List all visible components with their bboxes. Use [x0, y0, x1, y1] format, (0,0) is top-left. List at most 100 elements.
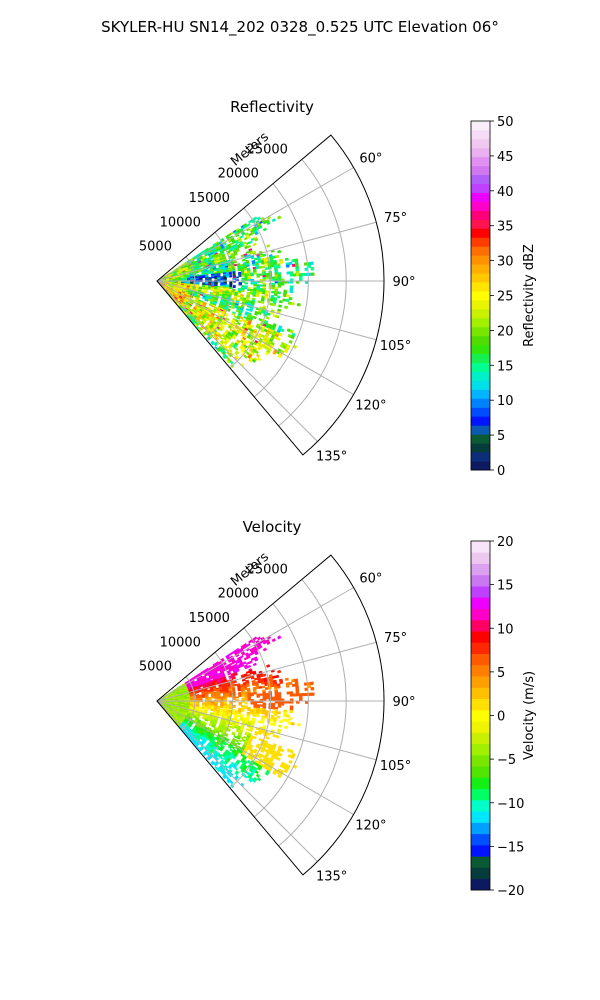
- colorbar-tick-label: 35: [497, 220, 514, 235]
- velocity-colorbar: −20 −15 −10 −5 0 5 10 15 20 Velocity (m/s): [470, 535, 537, 899]
- azimuth-gridline-120: [156, 280, 354, 395]
- colorbar-swatch: [471, 586, 490, 598]
- colorbar-swatch: [471, 246, 490, 256]
- colorbar-swatch: [471, 129, 490, 140]
- reflectivity-colorbar: 0 5 10 15 20 25 30 35 40 45 50 Reflectivity dBZ: [470, 115, 537, 479]
- sector-frame: [156, 134, 385, 456]
- colorbar-swatch: [471, 237, 490, 247]
- range-tick-label: 10000: [160, 215, 201, 230]
- colorbar-swatch: [471, 380, 490, 390]
- azimuth-tick-label: 105°: [380, 759, 411, 774]
- colorbar-swatch: [471, 156, 490, 167]
- azimuth-tick-label: 90°: [392, 275, 415, 290]
- colorbar-swatch: [471, 597, 490, 609]
- range-ring-10000: [205, 652, 234, 760]
- colorbar-swatch: [471, 362, 490, 372]
- colorbar-swatch: [471, 255, 490, 265]
- colorbar-tick-label: 0: [497, 710, 505, 725]
- range-ring-20000: [253, 183, 309, 398]
- colorbar-swatch: [471, 371, 490, 381]
- colorbar-swatch: [471, 541, 490, 553]
- azimuth-gridline-105: [156, 700, 377, 761]
- colorbar-tick-label: 20: [497, 324, 514, 339]
- range-tick-label: 10000: [160, 635, 201, 650]
- velocity-grid: [156, 554, 385, 876]
- colorbar-tick-label: −15: [497, 840, 524, 855]
- colorbar-swatch: [471, 687, 490, 700]
- colorbar-swatch: [471, 878, 490, 891]
- colorbar-swatch: [471, 344, 490, 355]
- range-ring-20000: [253, 603, 309, 818]
- colorbar-tick-label: −5: [497, 753, 516, 768]
- colorbar-swatch: [471, 721, 490, 733]
- colorbar-swatch: [471, 219, 490, 229]
- colorbar-swatch: [471, 425, 490, 435]
- colorbar-tick-label: 10: [497, 394, 514, 409]
- azimuth-gridline-135: [156, 280, 318, 442]
- colorbar-swatch: [471, 273, 490, 283]
- colorbar-swatch: [471, 777, 490, 790]
- colorbar-swatch: [471, 676, 490, 688]
- colorbar-swatch: [471, 552, 490, 564]
- sector-frame: [156, 554, 385, 876]
- colorbar-swatch: [471, 461, 490, 471]
- colorbar-swatch: [471, 867, 490, 880]
- colorbar-swatch: [471, 434, 490, 444]
- colorbar-swatch: [471, 856, 490, 868]
- colorbar-swatch: [471, 308, 490, 319]
- azimuth-gridline-105: [156, 280, 377, 341]
- colorbar-swatch: [471, 174, 490, 185]
- colorbar-swatch: [471, 282, 490, 292]
- colorbar-swatch: [471, 619, 490, 632]
- colorbar-tick-label: 45: [497, 150, 514, 165]
- colorbar-swatch: [471, 192, 490, 202]
- velocity-title: Velocity: [243, 518, 302, 536]
- colorbar-swatch: [471, 574, 490, 587]
- colorbar-swatch: [471, 443, 490, 453]
- colorbar-swatch: [471, 452, 490, 462]
- colorbar-swatch: [471, 335, 490, 346]
- colorbar-swatch: [471, 228, 490, 238]
- azimuth-tick-label: 135°: [316, 450, 347, 465]
- azimuth-gridline-75: [156, 641, 377, 702]
- azimuth-tick-label: 75°: [384, 211, 407, 226]
- colorbar-swatch: [471, 653, 490, 666]
- azimuth-tick-label: 135°: [316, 870, 347, 885]
- colorbar-swatch: [471, 317, 490, 328]
- range-ring-15000: [229, 627, 271, 789]
- range-ring-15000: [229, 207, 271, 369]
- colorbar-swatch: [471, 822, 490, 835]
- reflectivity-grid: [156, 134, 385, 456]
- azimuth-tick-label: 90°: [392, 695, 415, 710]
- range-ring-10000: [205, 232, 234, 340]
- colorbar-swatch: [471, 743, 490, 756]
- range-tick-label: 25000: [247, 562, 288, 577]
- velocity-data: [158, 635, 315, 789]
- azimuth-gridline-120: [156, 700, 354, 815]
- range-tick-label: 20000: [218, 167, 259, 182]
- colorbar-swatch: [471, 844, 490, 857]
- colorbar-swatch: [471, 416, 490, 426]
- colorbar-swatch: [471, 121, 490, 131]
- colorbar-swatch: [471, 766, 490, 778]
- colorbar-swatch: [471, 291, 490, 301]
- colorbar-tick-label: 15: [497, 579, 514, 594]
- range-tick-label: 25000: [247, 142, 288, 157]
- colorbar-swatch: [471, 147, 490, 158]
- azimuth-tick-label: 60°: [359, 572, 382, 587]
- colorbar-tick-label: 15: [497, 359, 514, 374]
- azimuth-gridline-135: [156, 700, 318, 862]
- colorbar-swatch: [471, 788, 490, 801]
- colorbar-swatch: [471, 608, 490, 621]
- range-tick-label: 5000: [139, 240, 172, 255]
- colorbar-tick-label: 50: [497, 115, 514, 130]
- range-tick-label: 15000: [189, 611, 230, 626]
- colorbar-swatch: [471, 389, 490, 399]
- colorbar-swatch: [471, 754, 490, 767]
- colorbar-swatch: [471, 326, 490, 337]
- colorbar-swatch: [471, 407, 490, 417]
- colorbar-tick-label: 10: [497, 622, 514, 637]
